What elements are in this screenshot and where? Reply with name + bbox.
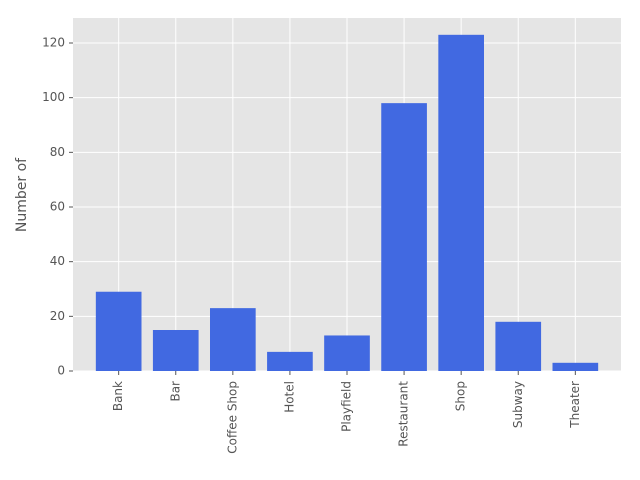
bar — [267, 351, 313, 371]
y-tick-label: 100 — [42, 90, 65, 104]
bar — [381, 103, 427, 371]
x-tick-label: Playfield — [340, 381, 354, 432]
bar — [95, 291, 142, 371]
y-axis-label: Number of — [14, 157, 30, 232]
bar — [152, 330, 199, 371]
y-tick-label: 0 — [57, 364, 65, 378]
bar — [324, 335, 370, 371]
x-tick-label: Bar — [168, 381, 182, 402]
x-tick-label: Subway — [511, 381, 525, 428]
bar — [495, 321, 542, 371]
bar — [552, 362, 599, 371]
x-tick-label: Bank — [111, 381, 125, 411]
y-tick-label: 120 — [42, 36, 65, 50]
bar — [438, 34, 484, 372]
y-tick-label: 80 — [50, 145, 65, 159]
x-tick-label: Theater — [568, 381, 582, 429]
y-tick-label: 60 — [50, 200, 65, 214]
y-tick-label: 20 — [50, 309, 65, 323]
bar — [210, 308, 256, 371]
x-tick-label: Restaurant — [397, 381, 411, 447]
x-tick-label: Hotel — [282, 381, 296, 413]
x-tick-label: Coffee Shop — [225, 381, 239, 454]
x-tick-label: Shop — [454, 381, 468, 411]
y-tick-label: 40 — [50, 254, 65, 268]
